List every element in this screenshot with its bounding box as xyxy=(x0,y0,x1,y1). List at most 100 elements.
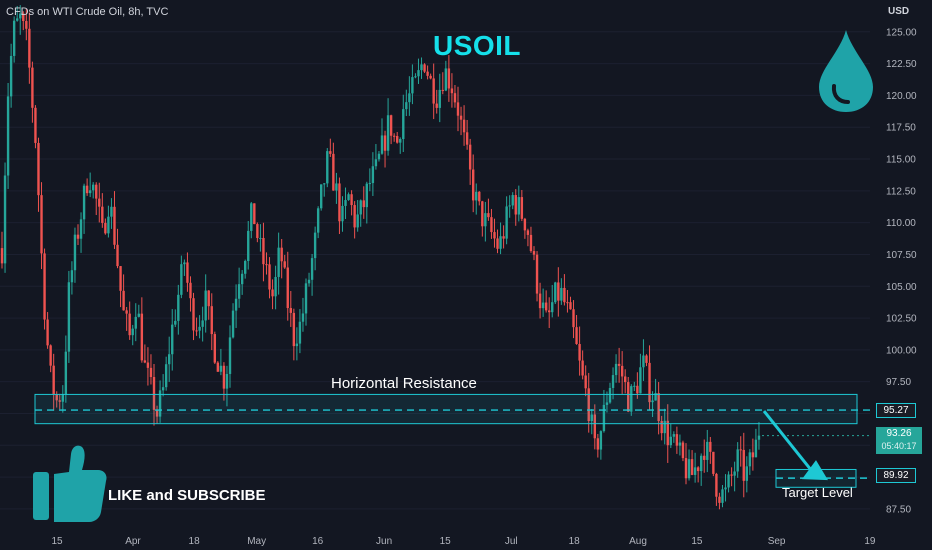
candle-body xyxy=(402,109,405,140)
candle-body xyxy=(548,310,551,313)
subscribe-label: LIKE and SUBSCRIBE xyxy=(108,487,266,504)
candle-body xyxy=(408,93,411,103)
candle-body xyxy=(648,362,651,403)
candle-body xyxy=(453,93,457,103)
candle-body xyxy=(551,302,554,313)
candle-body xyxy=(614,363,618,376)
candle-body xyxy=(715,473,718,497)
candle-body xyxy=(611,375,615,388)
x-tick-label: 19 xyxy=(864,536,876,547)
candle-body xyxy=(116,244,119,267)
candle-body xyxy=(450,88,454,94)
candle-body xyxy=(520,197,524,219)
candle-body xyxy=(724,487,727,490)
candle-body xyxy=(438,89,441,108)
candle-body xyxy=(666,420,669,446)
candle-body xyxy=(459,115,463,120)
candle-body xyxy=(125,310,128,314)
candle-body xyxy=(222,365,226,389)
resistance-zone xyxy=(34,393,858,425)
candle-body xyxy=(399,139,402,143)
candle-body xyxy=(34,107,37,143)
candle-body xyxy=(529,234,533,252)
x-tick-label: Aug xyxy=(629,536,647,547)
candle-body xyxy=(37,142,40,196)
candle-body xyxy=(313,232,317,259)
candle-body xyxy=(359,200,362,215)
candle-body xyxy=(256,224,259,239)
candle-body xyxy=(502,236,505,239)
candle-body xyxy=(602,404,606,432)
y-tick-label: 112.50 xyxy=(886,186,916,197)
candle-body xyxy=(168,354,171,365)
candle-body xyxy=(92,184,95,191)
candle-body xyxy=(316,208,320,233)
candle-body xyxy=(286,267,289,309)
x-tick-label: May xyxy=(247,536,266,547)
candle-body xyxy=(572,309,575,328)
candle-body xyxy=(46,319,49,346)
candle-body xyxy=(161,387,165,391)
candle-body xyxy=(207,290,210,307)
candle-body xyxy=(137,313,140,317)
candle-body xyxy=(289,308,292,313)
candle-body xyxy=(265,264,268,266)
candle-body xyxy=(52,365,55,395)
candle-body xyxy=(426,71,429,76)
candle-body xyxy=(271,289,274,297)
candle-body xyxy=(569,302,572,310)
x-tick-label: Apr xyxy=(125,536,141,547)
candle-body xyxy=(624,376,627,383)
candle-body xyxy=(43,253,46,320)
candle-body xyxy=(696,467,700,472)
candle-body xyxy=(362,200,365,208)
candle-body xyxy=(508,205,511,207)
candle-body xyxy=(353,205,356,228)
candle-body xyxy=(417,70,420,77)
y-tick-label: 122.50 xyxy=(886,59,917,70)
candle-body xyxy=(174,320,177,325)
x-tick-label: Sep xyxy=(768,536,786,547)
y-tick-label: 105.00 xyxy=(886,282,917,293)
candle-body xyxy=(432,78,435,104)
candle-body xyxy=(356,214,359,228)
x-tick-label: Jul xyxy=(505,536,518,547)
candle-body xyxy=(186,262,189,283)
candle-body xyxy=(6,96,10,176)
candle-body xyxy=(240,273,244,285)
candle-body xyxy=(563,287,566,303)
candle-body xyxy=(712,451,715,474)
candle-body xyxy=(73,234,77,271)
candle-body xyxy=(101,206,104,223)
candle-body xyxy=(411,77,414,94)
y-tick-label: 115.00 xyxy=(886,155,916,166)
candle-body xyxy=(687,459,691,479)
candle-body xyxy=(347,194,350,201)
candle-body xyxy=(386,115,390,151)
candle-body xyxy=(578,344,581,361)
candle-body xyxy=(639,367,642,394)
current-price-value: 93.26 xyxy=(886,428,912,439)
candle-body xyxy=(389,115,393,136)
candle-body xyxy=(380,135,384,154)
candle-body xyxy=(465,132,469,145)
candle-body xyxy=(198,326,201,331)
candle-body xyxy=(365,183,368,208)
candle-body xyxy=(326,151,329,184)
candle-body xyxy=(128,313,131,336)
candle-body xyxy=(447,68,451,89)
candle-body xyxy=(645,355,648,363)
candle-body xyxy=(757,435,761,440)
x-tick-label: 18 xyxy=(569,536,581,547)
candle-body xyxy=(371,166,375,184)
candle-body xyxy=(320,184,323,209)
candle-body xyxy=(76,234,80,239)
time-axis[interactable]: 15 Apr 18 May 16 Jun 15 Jul 18 Aug 15 Sep 19 xyxy=(51,536,875,547)
current-price-tag: 93.26 05:40:17 xyxy=(876,427,922,454)
candle-body xyxy=(709,441,712,452)
currency-label: USD xyxy=(888,6,910,17)
candle-body xyxy=(456,102,460,116)
candle-body xyxy=(496,238,499,249)
candle-body xyxy=(228,337,232,374)
